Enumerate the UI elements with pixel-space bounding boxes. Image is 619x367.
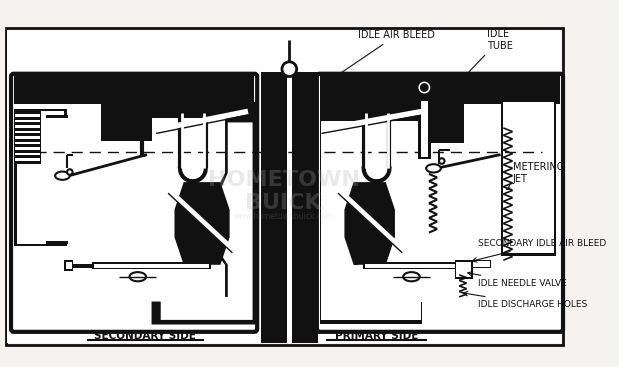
Bar	[261, 72, 318, 104]
Bar	[261, 72, 287, 343]
Text: IDLE
TUBE: IDLE TUBE	[439, 29, 513, 103]
Text: IDLE NEEDLE VALVE: IDLE NEEDLE VALVE	[468, 272, 566, 288]
Bar	[46, 115, 68, 118]
Bar	[15, 131, 40, 134]
Bar	[469, 260, 491, 268]
Bar	[15, 125, 40, 128]
Bar	[15, 158, 40, 161]
Text: METERING
JET: METERING JET	[507, 162, 564, 189]
Circle shape	[421, 84, 428, 91]
Polygon shape	[344, 182, 395, 265]
Bar	[456, 262, 471, 277]
Bar	[501, 99, 556, 255]
Bar	[17, 112, 64, 244]
Bar	[74, 264, 92, 268]
FancyBboxPatch shape	[11, 74, 257, 332]
Polygon shape	[423, 118, 464, 143]
Ellipse shape	[55, 171, 70, 180]
Bar	[64, 260, 74, 271]
Ellipse shape	[403, 272, 420, 281]
Bar	[15, 114, 40, 117]
Polygon shape	[319, 102, 464, 118]
Bar	[14, 109, 41, 164]
Bar	[15, 153, 40, 156]
Polygon shape	[101, 118, 152, 141]
Circle shape	[439, 158, 444, 164]
Bar	[15, 147, 40, 150]
Text: IDLE DISCHARGE HOLES: IDLE DISCHARGE HOLES	[463, 291, 587, 309]
Text: PRIMARY SIDE: PRIMARY SIDE	[335, 331, 418, 341]
Polygon shape	[101, 102, 257, 118]
Bar	[363, 262, 469, 269]
Bar	[416, 95, 433, 102]
Bar	[46, 241, 68, 244]
Bar	[454, 260, 473, 279]
Text: SECONDARY IDLE AIR BLEED: SECONDARY IDLE AIR BLEED	[472, 239, 606, 262]
Bar	[15, 142, 40, 145]
Ellipse shape	[426, 164, 441, 172]
Text: www.hometownbuick.com: www.hometownbuick.com	[234, 212, 334, 221]
Ellipse shape	[129, 272, 146, 281]
Polygon shape	[161, 123, 253, 320]
Bar	[287, 72, 292, 343]
Polygon shape	[319, 118, 423, 324]
Text: HOMETOWN
BUICK: HOMETOWN BUICK	[208, 170, 360, 213]
Polygon shape	[175, 182, 230, 265]
Bar	[15, 136, 40, 139]
Bar	[365, 264, 467, 268]
Bar	[421, 101, 428, 157]
Bar	[15, 120, 40, 123]
Polygon shape	[152, 118, 257, 324]
Bar	[93, 264, 209, 268]
Circle shape	[67, 169, 72, 175]
Bar	[503, 102, 554, 253]
Polygon shape	[321, 121, 421, 320]
Polygon shape	[319, 72, 560, 104]
Bar	[470, 261, 490, 266]
Circle shape	[417, 80, 431, 95]
FancyBboxPatch shape	[317, 74, 563, 332]
Text: IDLE AIR BLEED: IDLE AIR BLEED	[332, 30, 435, 79]
Text: SECONDARY SIDE: SECONDARY SIDE	[94, 331, 196, 341]
Bar	[92, 262, 211, 269]
Bar	[418, 99, 431, 159]
Bar	[46, 115, 68, 242]
Polygon shape	[14, 72, 254, 104]
Bar	[292, 72, 318, 343]
Bar	[66, 262, 72, 269]
Circle shape	[282, 62, 297, 76]
Bar	[14, 109, 67, 246]
